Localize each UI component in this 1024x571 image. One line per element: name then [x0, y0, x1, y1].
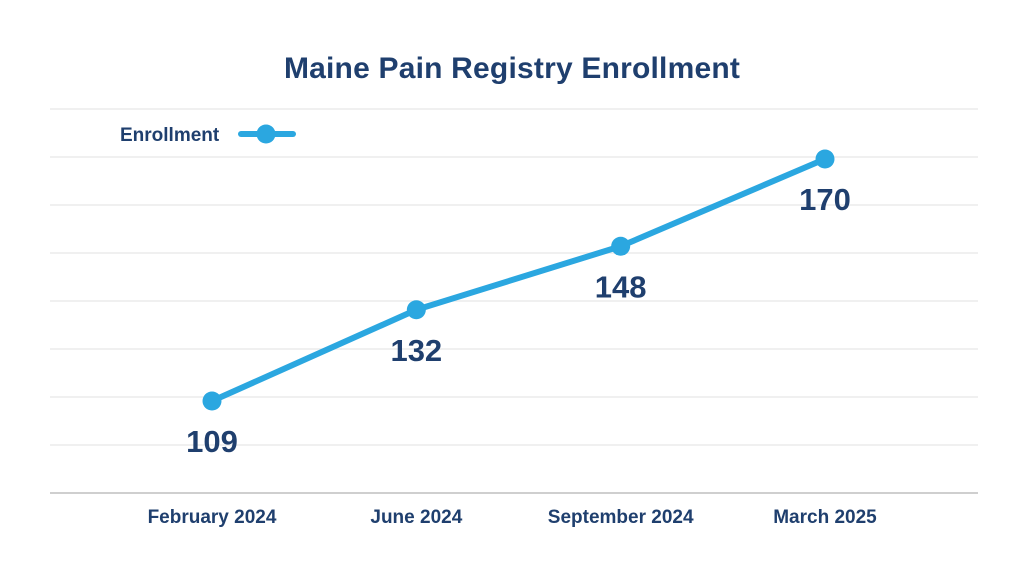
- x-tick-label: September 2024: [548, 507, 694, 528]
- data-point: [406, 300, 426, 320]
- legend-label: Enrollment: [120, 125, 220, 146]
- x-tick-label: February 2024: [148, 507, 277, 528]
- legend-swatch-marker: [256, 124, 276, 144]
- x-tick-label: March 2025: [773, 507, 877, 528]
- data-point: [815, 149, 835, 169]
- chart-title: Maine Pain Registry Enrollment: [283, 52, 741, 85]
- x-tick-label: June 2024: [370, 507, 462, 528]
- data-point: [202, 391, 222, 411]
- data-label: 148: [595, 269, 647, 304]
- data-label: 109: [186, 424, 238, 459]
- data-label: 132: [390, 333, 442, 368]
- data-point: [611, 236, 631, 256]
- data-label: 170: [799, 182, 851, 217]
- series-line: [209, 156, 828, 404]
